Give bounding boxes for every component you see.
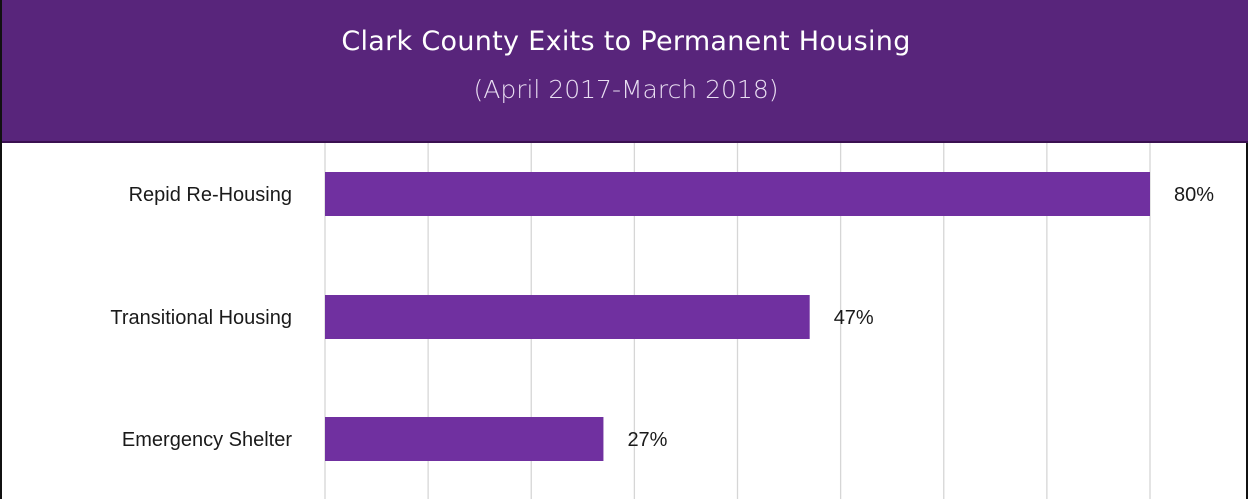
chart-title: Clark County Exits to Permanent Housing xyxy=(341,26,911,57)
bar xyxy=(325,295,810,339)
bar xyxy=(325,417,604,461)
bar-chart: Repid Re-Housing 80% Transitional Housing 4… xyxy=(110,143,1214,499)
title-banner: Clark County Exits to Permanent Housing … xyxy=(2,0,1248,143)
category-label: Emergency Shelter xyxy=(122,429,292,451)
value-label: 27% xyxy=(627,429,667,451)
value-label: 47% xyxy=(834,307,874,329)
category-label: Transitional Housing xyxy=(110,307,292,329)
bars xyxy=(325,172,1150,461)
chart-subtitle: (April 2017-March 2018) xyxy=(473,75,779,104)
value-label: 80% xyxy=(1174,184,1214,206)
category-label: Repid Re-Housing xyxy=(129,184,292,206)
labels: Repid Re-Housing 80% Transitional Housing 4… xyxy=(110,184,1214,451)
bar xyxy=(325,172,1150,216)
